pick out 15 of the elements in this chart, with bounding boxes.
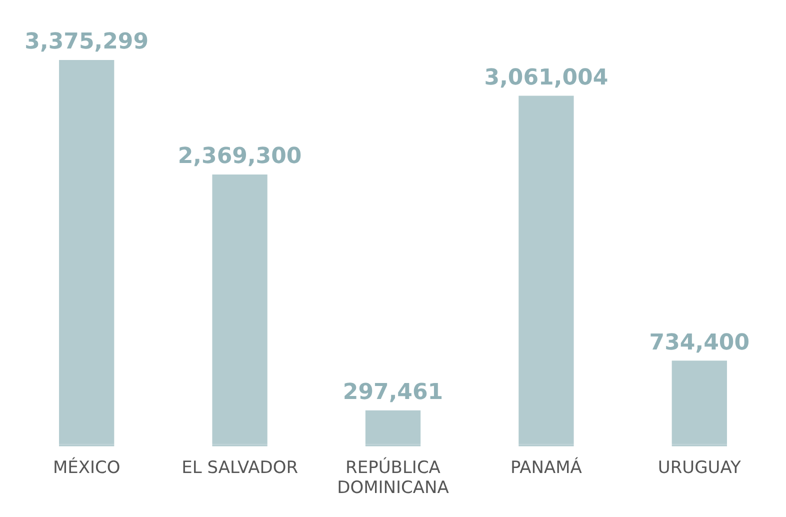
data-label: 3,061,004 [484,65,608,90]
data-label: 3,375,299 [24,30,149,55]
x-tick-label: REPÚBLICA DOMINICANA [337,456,450,498]
bar [59,60,114,444]
data-label: 2,369,300 [178,144,302,170]
data-label: 297,461 [342,380,444,406]
x-tick-label: URUGUAY [658,458,742,478]
bar [672,360,727,444]
bar [212,174,268,444]
x-tick-label: MÉXICO [52,456,120,478]
x-tick-label: EL SALVADOR [182,458,298,478]
x-tick-label: PANAMÁ [510,456,582,478]
bar [518,96,574,444]
bar [365,410,421,444]
data-label: 734,400 [649,330,750,356]
